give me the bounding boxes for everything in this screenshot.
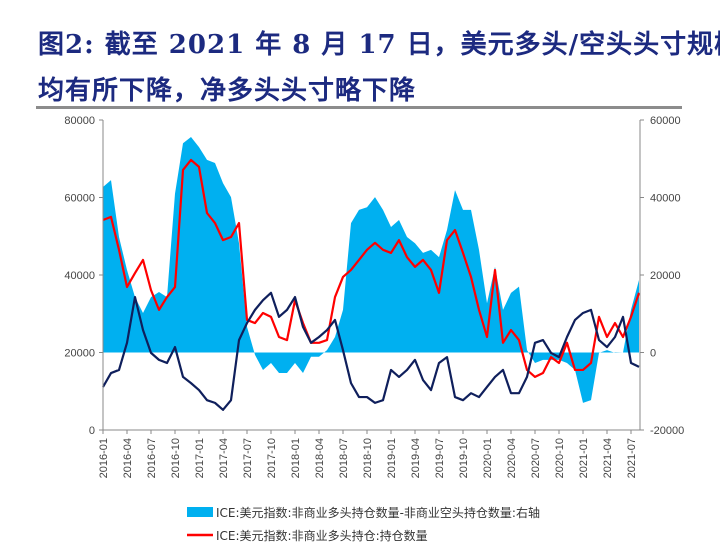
x-axis-tick-label: 2020-04 <box>506 438 518 478</box>
short-position-line <box>102 291 640 411</box>
right-axis-tick-label: 20000 <box>650 270 681 282</box>
x-axis-tick-label: 2016-01 <box>98 438 110 478</box>
x-axis-tick-label: 2019-07 <box>434 438 446 478</box>
x-axis-tick-label: 2019-10 <box>458 438 470 478</box>
x-axis-tick-label: 2016-04 <box>122 438 134 478</box>
x-axis-tick-label: 2016-07 <box>146 438 158 478</box>
right-axis-tick-label: 0 <box>650 348 656 360</box>
right-axis-tick-label: 60000 <box>650 115 681 127</box>
x-axis-tick-label: 2017-01 <box>194 438 206 478</box>
x-axis-tick-label: 2016-10 <box>170 438 182 478</box>
x-axis-tick-label: 2021-01 <box>578 438 590 478</box>
legend-swatch-net <box>187 507 213 517</box>
left-axis-tick-label: 0 <box>89 425 95 437</box>
legend-label-net: ICE:美元指数:非商业多头持仓数量-非商业空头持仓数量:右轴 <box>216 505 540 520</box>
right-axis-tick-label: -20000 <box>650 425 684 437</box>
legend-label-long: ICE:美元指数:非商业多头持仓:持仓数量 <box>216 528 428 543</box>
x-axis-tick-label: 2020-01 <box>482 438 494 478</box>
left-axis-tick-label: 40000 <box>64 270 95 282</box>
x-axis-tick-label: 2018-01 <box>290 438 302 478</box>
chart-title-line-2: 均有所下降，净多头头寸略下降 <box>38 76 417 106</box>
left-axis-tick-label: 20000 <box>64 348 95 360</box>
long-position-line <box>102 158 641 379</box>
x-axis-tick-label: 2020-07 <box>530 438 542 478</box>
x-axis-tick-label: 2017-10 <box>266 438 278 478</box>
right-axis-tick-label: 40000 <box>650 193 681 205</box>
x-axis-tick-label: 2018-10 <box>362 438 374 478</box>
left-axis-tick-label: 60000 <box>64 193 95 205</box>
x-axis-tick-label: 2017-04 <box>218 438 230 478</box>
legend: ICE:美元指数:非商业多头持仓数量-非商业空头持仓数量:右轴 ICE:美元指数… <box>187 505 540 543</box>
net-position-area <box>103 137 639 403</box>
x-axis-tick-label: 2018-07 <box>338 438 350 478</box>
x-axis-tick-label: 2017-07 <box>242 438 254 478</box>
title-divider <box>36 106 682 109</box>
x-axis-tick-label: 2021-04 <box>602 438 614 478</box>
x-axis-tick-label: 2019-01 <box>386 438 398 478</box>
chart-title-line-1: 图2: 截至 2021 年 8 月 17 日，美元多头/空头头寸规模 <box>38 30 720 60</box>
x-axis-tick-label: 2020-10 <box>554 438 566 478</box>
x-axis-tick-label: 2019-04 <box>410 438 422 478</box>
left-axis-tick-label: 80000 <box>64 115 95 127</box>
x-axis-tick-label: 2021-07 <box>626 438 638 478</box>
x-axis-tick-label: 2018-04 <box>314 438 326 478</box>
